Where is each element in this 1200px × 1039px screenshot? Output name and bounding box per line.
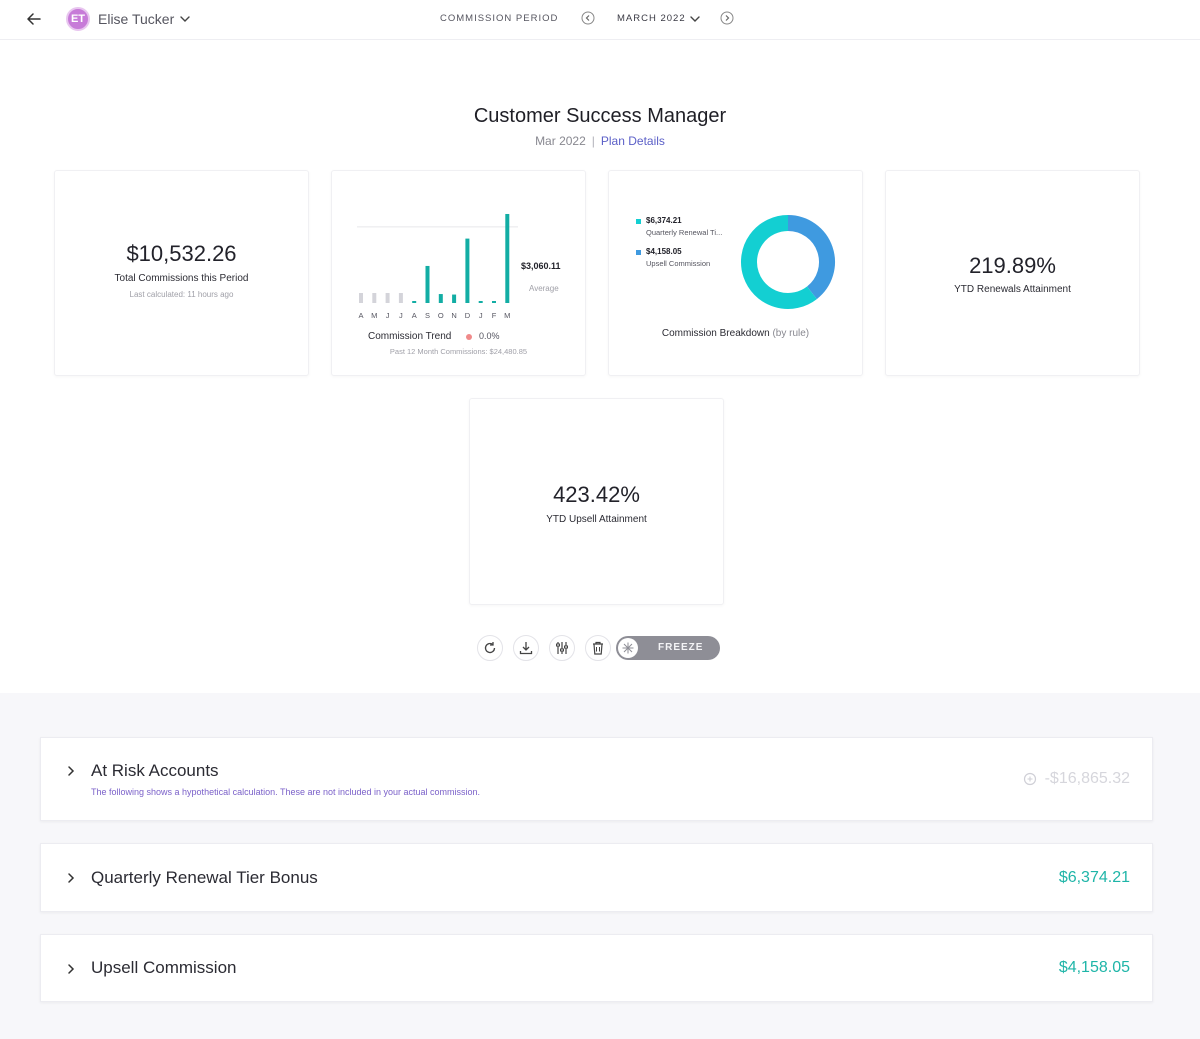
adjustments-button[interactable] (549, 635, 575, 661)
trend-bar[interactable] (372, 293, 377, 303)
next-period-icon[interactable] (720, 11, 734, 25)
trend-month-label: A (358, 311, 363, 320)
chevron-down-icon[interactable] (689, 12, 701, 24)
snowflake-icon (618, 638, 638, 658)
trend-bar[interactable] (412, 301, 417, 303)
chevron-right-icon (68, 873, 75, 883)
rule-amount: -$16,865.32 (1044, 770, 1130, 787)
rule-title: Upsell Commission (91, 958, 237, 977)
avatar[interactable]: ET (66, 7, 90, 31)
freeze-toggle[interactable]: FREEZE (616, 636, 720, 660)
renewals-attainment-card: 219.89% YTD Renewals Attainment (885, 170, 1140, 376)
rule-amount: $4,158.05 (1058, 959, 1130, 976)
trend-month-label: M (371, 311, 377, 320)
trend-month-label: F (492, 311, 497, 320)
breakdown-title-suffix: (by rule) (772, 328, 810, 339)
trend-bar[interactable] (398, 293, 403, 303)
trend-month-label: J (386, 311, 390, 320)
trend-month-label: D (465, 311, 471, 320)
trend-bar[interactable] (452, 294, 457, 303)
trend-month-label: A (412, 311, 417, 320)
rule-title: At Risk Accounts (91, 761, 219, 780)
legend-swatch (636, 250, 641, 255)
rule-subtitle: The following shows a hypothetical calcu… (91, 787, 481, 797)
refresh-icon (484, 642, 496, 654)
upsell-attainment-card: 423.42% YTD Upsell Attainment (469, 398, 724, 605)
commission-trend-title: Commission Trend (368, 331, 452, 342)
back-arrow-icon[interactable] (22, 8, 46, 30)
renewals-attainment-label: YTD Renewals Attainment (954, 284, 1071, 295)
chevron-right-icon (68, 964, 75, 974)
trend-bar[interactable] (478, 301, 483, 303)
trend-change: 0.0% (479, 331, 500, 341)
plan-period: Mar 2022 (535, 134, 586, 148)
plan-title: Customer Success Manager (473, 105, 727, 127)
commission-period-label: COMMISSION PERIOD (440, 13, 559, 24)
total-commissions-card: $10,532.26 Total Commissions this Period… (54, 170, 309, 376)
trend-month-label: S (425, 311, 430, 320)
total-commissions-label: Total Commissions this Period (114, 273, 249, 284)
trend-month-label: J (399, 311, 403, 320)
total-commissions-value: $10,532.26 (126, 241, 237, 266)
previous-period-icon[interactable] (581, 11, 595, 25)
last-calculated-note: Last calculated: 11 hours ago (129, 290, 234, 299)
commission-breakdown-title: Commission Breakdown (by rule) (609, 328, 862, 339)
trend-status-dot (466, 334, 472, 340)
trend-average-label: Average (529, 284, 559, 293)
upsell-attainment-label: YTD Upsell Attainment (546, 514, 647, 525)
chevron-down-icon[interactable] (179, 12, 191, 24)
download-button[interactable] (513, 635, 539, 661)
trend-bar[interactable] (465, 238, 470, 303)
trend-month-label: M (504, 311, 510, 320)
commission-breakdown-donut (741, 215, 835, 309)
rule-amount: $6,374.21 (1058, 869, 1130, 886)
delete-button[interactable] (585, 635, 611, 661)
user-name[interactable]: Elise Tucker (98, 11, 175, 27)
rule-row-at-risk-accounts[interactable]: At Risk Accounts The following shows a h… (40, 737, 1153, 821)
legend-label: Quarterly Renewal Ti... (646, 228, 723, 237)
download-icon (519, 642, 533, 655)
trend-bar[interactable] (438, 294, 443, 303)
trend-bar[interactable] (385, 293, 390, 303)
separator: | (591, 134, 595, 148)
rule-row-upsell-commission[interactable]: Upsell Commission $4,158.05 (40, 934, 1153, 1002)
rule-row-quarterly-renewal-tier-bonus[interactable]: Quarterly Renewal Tier Bonus $6,374.21 (40, 843, 1153, 912)
donut-slice[interactable] (741, 215, 817, 309)
freeze-label: FREEZE (658, 642, 704, 653)
plan-details-link[interactable]: Plan Details (600, 134, 665, 148)
rule-title: Quarterly Renewal Tier Bonus (91, 868, 318, 887)
trash-icon (593, 641, 603, 655)
donut-slice[interactable] (787, 215, 835, 300)
top-bar: ET Elise Tucker COMMISSION PERIOD MARCH … (0, 0, 1200, 40)
trend-average-value: $3,060.11 (521, 261, 561, 271)
calculator-icon (1023, 772, 1037, 786)
trend-month-label: J (479, 311, 483, 320)
period-select[interactable]: MARCH 2022 (617, 13, 686, 24)
past-12-month-commissions: Past 12 Month Commissions: $24,480.85 (389, 347, 528, 356)
plan-subtitle: Mar 2022 | Plan Details (0, 134, 1200, 148)
trend-bar[interactable] (492, 301, 496, 303)
trend-month-label: N (451, 311, 456, 320)
trend-month-label: O (438, 311, 444, 320)
legend-swatch (636, 219, 641, 224)
upsell-attainment-value: 423.42% (553, 482, 640, 507)
trend-bar[interactable] (505, 213, 510, 303)
adjust-icon (556, 642, 568, 654)
refresh-button[interactable] (477, 635, 503, 661)
chevron-right-icon (68, 766, 75, 776)
commission-breakdown-card: $6,374.21 Quarterly Renewal Ti... $4,158… (608, 170, 863, 376)
trend-bar[interactable] (359, 293, 363, 303)
legend-label: Upsell Commission (646, 259, 711, 268)
legend-value: $6,374.21 (646, 216, 682, 225)
breakdown-title-text: Commission Breakdown (661, 328, 770, 339)
renewals-attainment-value: 219.89% (969, 253, 1056, 278)
legend-value: $4,158.05 (646, 247, 682, 256)
trend-bar[interactable] (425, 265, 430, 303)
